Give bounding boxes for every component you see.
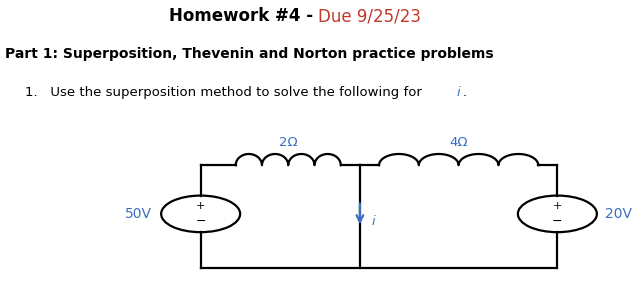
- Text: i: i: [371, 215, 375, 228]
- Text: 20V: 20V: [605, 207, 631, 221]
- Text: Homework #4 -: Homework #4 -: [169, 7, 318, 25]
- Text: 2Ω: 2Ω: [279, 136, 297, 149]
- Text: Due 9/25/23: Due 9/25/23: [318, 7, 422, 25]
- Text: 1.   Use the superposition method to solve the following for: 1. Use the superposition method to solve…: [25, 86, 427, 99]
- Text: +: +: [196, 201, 205, 211]
- Text: i: i: [456, 86, 460, 99]
- Text: 4Ω: 4Ω: [449, 136, 468, 149]
- Text: Part 1: Superposition, Thevenin and Norton practice problems: Part 1: Superposition, Thevenin and Nort…: [5, 47, 494, 61]
- Text: −: −: [552, 215, 562, 228]
- Text: .: .: [463, 86, 467, 99]
- Text: −: −: [196, 215, 206, 228]
- Text: 50V: 50V: [125, 207, 152, 221]
- Text: +: +: [553, 201, 562, 211]
